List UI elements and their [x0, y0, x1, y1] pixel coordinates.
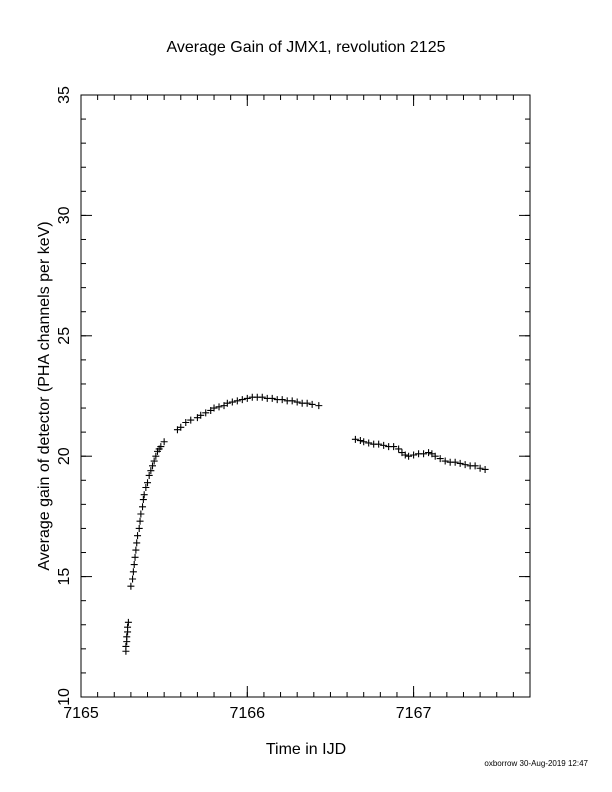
y-tick-label: 30: [56, 206, 73, 224]
data-point: [356, 437, 364, 445]
data-point: [187, 416, 195, 424]
data-point: [157, 443, 165, 451]
data-point: [315, 402, 323, 410]
x-axis-label: Time in IJD: [266, 741, 346, 758]
data-point: [405, 452, 413, 460]
data-point: [129, 575, 137, 583]
data-point: [481, 465, 489, 473]
data-point: [145, 471, 153, 479]
data-point: [441, 457, 449, 465]
data-point: [243, 394, 251, 402]
data-point: [238, 396, 246, 404]
data-point: [351, 435, 359, 443]
major-ticks: [80, 94, 530, 698]
data-point: [150, 457, 158, 465]
data-point: [133, 539, 141, 547]
data-point: [160, 438, 168, 446]
data-point: [288, 397, 296, 405]
data-point: [123, 633, 131, 641]
minor-ticks: [81, 95, 530, 697]
data-point: [233, 397, 241, 405]
y-tick-label: 25: [56, 327, 73, 345]
y-axis-label: Average gain of detector (PHA channels p…: [36, 221, 53, 570]
data-point: [137, 510, 145, 518]
data-point: [425, 449, 433, 457]
data-point: [202, 409, 210, 417]
data-point: [124, 623, 132, 631]
data-point: [210, 404, 218, 412]
data-point: [308, 400, 316, 408]
data-point: [130, 561, 138, 569]
data-point: [268, 394, 276, 402]
data-point: [380, 441, 388, 449]
footer-credit: oxborrow 30-Aug-2019 12:47: [484, 759, 588, 768]
data-points: [122, 393, 489, 655]
y-tick-label: 20: [56, 447, 73, 465]
data-point: [215, 403, 223, 411]
data-point: [223, 399, 231, 407]
data-point: [142, 484, 150, 492]
data-point: [124, 618, 132, 626]
y-tick-label: 15: [56, 568, 73, 586]
data-point: [401, 451, 409, 459]
data-point: [410, 451, 418, 459]
data-point: [144, 479, 152, 487]
data-point: [136, 517, 144, 525]
data-point: [456, 459, 464, 467]
plot-frame: [80, 94, 531, 698]
data-point: [147, 467, 155, 475]
data-point: [451, 458, 459, 466]
data-point: [228, 398, 236, 406]
data-point: [303, 399, 311, 407]
data-point: [461, 461, 469, 469]
data-point: [140, 491, 148, 499]
x-tick-labels: 7165 7166 7167: [63, 705, 431, 722]
x-tick-label: 7166: [229, 705, 265, 722]
data-point: [127, 582, 135, 590]
chart-title: Average Gain of JMX1, revolution 2125: [167, 39, 446, 56]
x-tick-label: 7165: [63, 705, 99, 722]
y-tick-label: 10: [56, 688, 73, 706]
data-point: [131, 553, 139, 561]
data-point: [293, 398, 301, 406]
data-point: [471, 462, 479, 470]
data-point: [152, 452, 160, 460]
data-point: [182, 418, 190, 426]
data-point: [129, 568, 137, 576]
data-point: [395, 445, 403, 453]
data-point: [132, 546, 140, 554]
data-point: [431, 452, 439, 460]
data-point: [476, 464, 484, 472]
data-point: [365, 439, 373, 447]
data-point: [420, 450, 428, 458]
data-point: [278, 396, 286, 404]
data-point: [375, 440, 383, 448]
y-tick-label: 35: [56, 86, 73, 104]
data-point: [134, 532, 142, 540]
data-point: [436, 455, 444, 463]
data-point: [390, 443, 398, 451]
data-point: [177, 423, 185, 431]
y-tick-labels: 10 15 20 25 30 35: [56, 86, 73, 706]
data-point: [122, 642, 130, 650]
data-point: [258, 393, 266, 401]
data-point: [360, 438, 368, 446]
data-point: [149, 462, 157, 470]
data-point: [197, 411, 205, 419]
data-point: [135, 524, 143, 532]
data-point: [139, 503, 147, 511]
data-point: [139, 496, 147, 504]
x-tick-label: 7167: [396, 705, 432, 722]
